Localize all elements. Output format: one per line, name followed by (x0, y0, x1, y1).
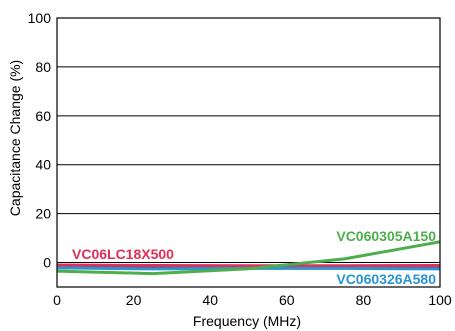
series-labels: VC060305A150 VC06LC18X500 VC060326A580 (72, 228, 436, 287)
series-line-vc060305a150 (56, 240, 441, 276)
x-axis-title: Frequency (MHz) (193, 313, 301, 329)
y-tick-label: 60 (35, 108, 51, 124)
y-tick-label: 40 (35, 157, 51, 173)
y-tick-labels: 0 20 40 60 80 100 (28, 10, 52, 271)
y-tick-label: 20 (35, 206, 51, 222)
y-axis-title: Capacitance Change (%) (7, 60, 23, 216)
x-tick-label: 20 (126, 292, 142, 308)
plot-frame (56, 17, 441, 288)
y-tick-label: 80 (35, 59, 51, 75)
x-tick-label: 80 (356, 292, 372, 308)
y-tick-label: 100 (28, 10, 52, 26)
series-line-vc06lc18x500 (56, 263, 441, 268)
series-label-vc060326a580: VC060326A580 (336, 271, 436, 287)
x-tick-labels: 0 20 40 60 80 100 (53, 292, 452, 308)
x-tick-label: 0 (53, 292, 61, 308)
series-lines (56, 240, 441, 276)
grid-lines (57, 17, 440, 264)
y-tick-label: 0 (43, 255, 51, 271)
x-tick-label: 60 (279, 292, 295, 308)
x-tick-label: 100 (428, 292, 452, 308)
x-tick-label: 40 (202, 292, 218, 308)
series-label-vc060305a150: VC060305A150 (336, 228, 436, 244)
series-label-vc06lc18x500: VC06LC18X500 (72, 246, 174, 262)
